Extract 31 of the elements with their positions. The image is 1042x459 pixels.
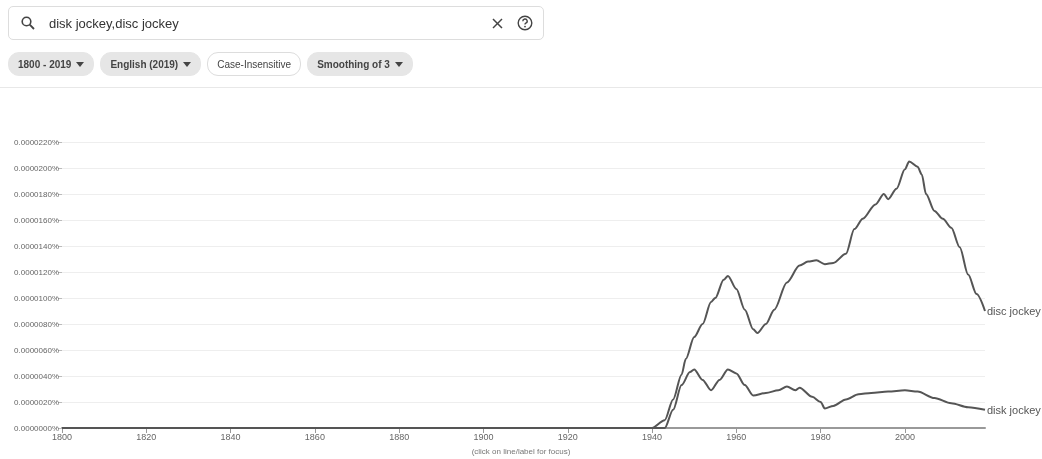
x-tick-label: 1920 <box>557 431 578 442</box>
x-tick-label: 1840 <box>220 431 241 442</box>
y-tick-label: 0.0000160% <box>14 215 59 225</box>
y-tick-label: 0.0000060% <box>14 345 59 355</box>
series-label: disc jockey <box>987 305 1042 317</box>
text: English (2019) <box>110 58 179 70</box>
chart-title: disk jockey,disc jockey <box>49 15 179 31</box>
y-tick-label: 0.0000120% <box>14 267 59 277</box>
text: (click on line/label for focus) <box>470 447 572 456</box>
text: Case-Insensitive <box>217 58 292 70</box>
x-tick-label: 1880 <box>389 431 410 442</box>
y-tick-label: 0.0000200% <box>14 163 59 173</box>
x-tick-label: 1900 <box>473 431 494 442</box>
y-tick-label: 0.0000220% <box>14 137 59 147</box>
series-label: disk jockey <box>987 403 1042 416</box>
text: 1800 - 2019 <box>18 58 72 70</box>
y-tick-label: 0.0000140% <box>14 241 59 251</box>
x-tick-label: 1940 <box>642 431 663 442</box>
y-tick-label: 0.0000180% <box>14 189 59 199</box>
x-tick-label: 1980 <box>810 431 831 442</box>
y-tick-label: 0.0000020% <box>14 397 59 407</box>
x-tick-label: 1800 <box>51 431 73 442</box>
y-tick-label: 0.0000040% <box>14 371 59 381</box>
y-tick-label: 0.0000080% <box>14 319 59 329</box>
x-tick-label: 1960 <box>726 431 747 442</box>
y-tick-label: 0.0000000% <box>14 423 59 433</box>
x-tick-label: 1820 <box>136 431 157 442</box>
y-tick-label: 0.0000100% <box>14 293 59 303</box>
x-tick-label: 2000 <box>894 431 915 442</box>
text: Smoothing of 3 <box>317 58 390 70</box>
x-tick-label: 1860 <box>304 431 325 442</box>
